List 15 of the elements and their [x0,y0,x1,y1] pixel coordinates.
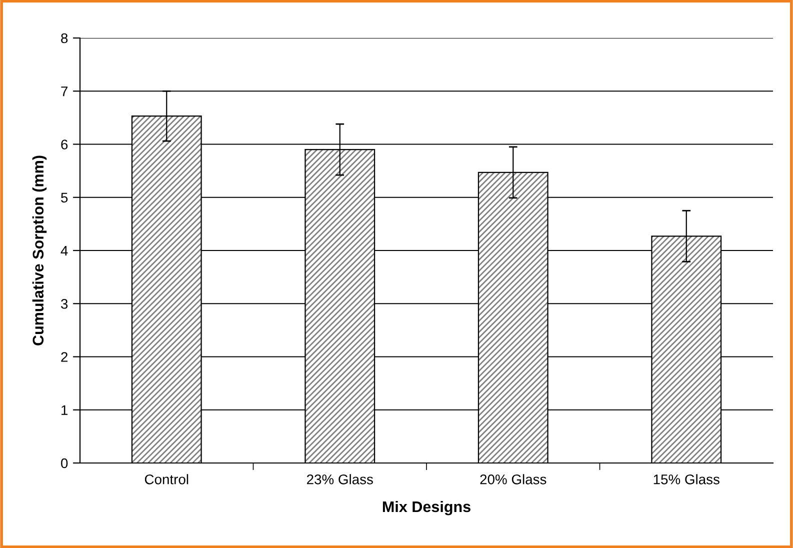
y-tick-label: 7 [61,86,68,96]
y-tick-label: 4 [60,246,68,256]
x-tick-label: 15% Glass [654,474,720,484]
y-tick-label: 1 [62,405,68,415]
x-tick-label: 23% Glass [306,474,373,484]
y-tick-label: 0 [61,458,68,468]
y-axis-title: Cumulative Sorption (mm) [32,156,47,346]
y-tick-label: 3 [61,298,68,309]
y-tick-label: 2 [61,352,68,362]
y-tick-label: 8 [61,33,68,44]
x-tick-label: Control [144,474,188,484]
y-tick-label: 6 [61,140,68,150]
x-tick-label: 20% Glass [480,474,546,484]
y-tick-label: 5 [61,192,68,203]
x-axis-title: Mix Designs [382,500,470,516]
